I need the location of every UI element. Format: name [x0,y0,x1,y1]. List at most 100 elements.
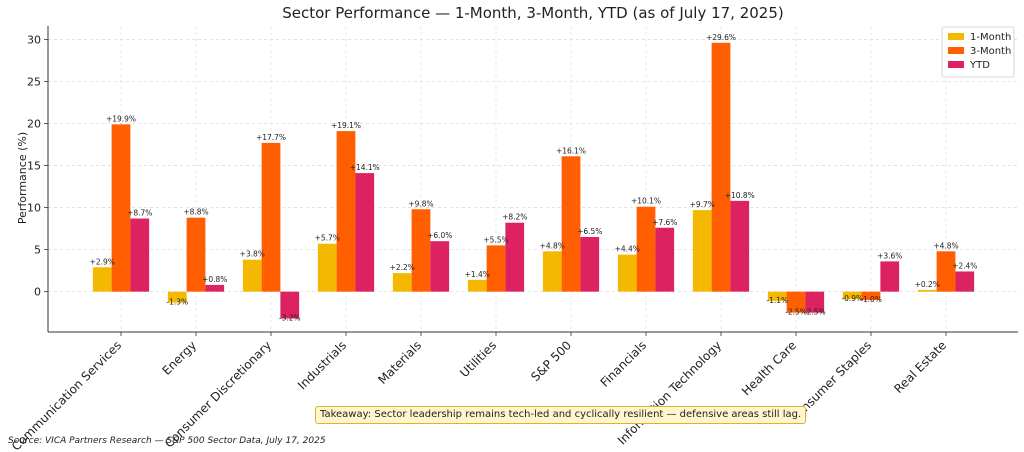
x-tick-label: Industrials [295,338,349,392]
data-label: +0.2% [915,280,940,289]
bar-3-month [411,209,431,292]
data-label: +6.5% [577,227,602,236]
bar-3-month [186,217,206,292]
data-label: +3.8% [240,250,265,259]
bar-1-month [617,254,637,292]
legend: 1-Month 3-Month YTD [941,26,1015,78]
bar-3-month [786,291,806,313]
bar-ytd [355,173,375,292]
data-label: +2.9% [90,257,115,266]
data-label: +6.0% [427,231,452,240]
bar-3-month [936,251,956,292]
x-tick-label: Real Estate [891,338,949,396]
data-label: +14.1% [350,163,380,172]
data-label: +5.7% [315,234,340,243]
bar-1-month [542,251,562,292]
y-tick-label: 15 [27,160,41,173]
data-label: +10.8% [725,191,755,200]
legend-swatch [948,61,964,68]
data-label: -1.3% [166,298,188,307]
y-axis-label: Performance (%) [16,132,29,224]
data-label: -2.5% [804,308,826,317]
bar-ytd [805,291,825,313]
bar-1-month [92,267,112,292]
x-tick-label: Communication Services [9,338,124,452]
data-label: -1.1% [766,296,788,305]
data-label: +7.6% [652,218,677,227]
data-label: -2.5% [785,308,807,317]
x-tick-label: S&P 500 [528,338,574,384]
chart-title: Sector Performance — 1-Month, 3-Month, Y… [282,4,783,22]
bar-1-month [467,279,487,292]
bar-1-month [692,210,712,292]
legend-swatch [948,33,964,40]
bar-3-month [561,156,581,292]
x-tick-label: Health Care [739,338,799,398]
legend-label: 1-Month [970,32,1011,43]
bar-3-month [261,142,281,292]
bar-ytd [955,271,975,292]
y-tick-label: 0 [34,286,41,299]
bar-ytd [580,237,600,292]
data-label: +8.8% [183,208,208,217]
data-label: +17.7% [256,133,286,142]
y-tick-label: 20 [27,118,41,131]
y-tick-label: 30 [27,33,41,46]
data-label: +4.8% [933,241,958,250]
bar-ytd [280,291,300,319]
data-label: +4.8% [540,241,565,250]
y-tick-label: 25 [27,75,41,88]
data-label: +19.9% [106,114,136,123]
data-label: -0.9% [841,294,863,303]
data-label: +8.2% [502,213,527,222]
bar-ytd [730,200,750,292]
data-label: -1.0% [860,295,882,304]
bars [92,42,975,319]
bar-1-month [167,291,187,303]
data-label: -3.2% [279,314,301,323]
legend-label: YTD [969,60,990,71]
takeaway-annotation: Takeaway: Sector leadership remains tech… [315,406,807,424]
bar-1-month [842,291,862,300]
bar-1-month [917,289,937,292]
legend-swatch [948,47,964,54]
data-label: +19.1% [331,121,361,130]
data-label: +9.7% [690,200,715,209]
data-label: +4.4% [615,245,640,254]
data-label: +2.2% [390,263,415,272]
data-label: +3.6% [877,251,902,260]
x-tick-label: Energy [160,338,200,378]
legend-label: 3-Month [970,46,1011,57]
bar-ytd [130,218,150,292]
bar-3-month [486,245,506,292]
bar-3-month [711,42,731,292]
x-tick-label: Utilities [457,338,499,380]
bar-3-month [111,124,131,292]
bar-1-month [242,259,262,292]
bar-1-month [767,291,787,301]
data-label: +5.5% [483,235,508,244]
data-labels: +2.9% -1.3% +3.8% +5.7% +2.2% +1.4% +4.8% +4.4%… [90,33,978,323]
bar-ytd [655,227,675,292]
data-label: +0.8% [202,275,227,284]
data-label: +10.1% [631,197,661,206]
bar-1-month [392,273,412,292]
data-label: +1.4% [465,270,490,279]
bar-3-month [861,291,881,301]
data-label: +2.4% [952,261,977,270]
data-label: +29.6% [706,33,736,42]
data-label: +8.7% [127,209,152,218]
x-tick-label: Materials [375,338,424,387]
bar-ytd [505,222,525,292]
source-note: Source: VICA Partners Research — S&P 500… [8,436,326,446]
bar-ytd [205,284,225,292]
bar-1-month [317,243,337,292]
bar-ytd [880,261,900,292]
data-label: +9.8% [408,199,433,208]
bar-ytd [430,241,450,292]
bar-3-month [636,206,656,292]
y-tick-label: 10 [27,202,41,215]
x-tick-label: Financials [598,338,649,389]
y-tick-label: 5 [34,244,41,257]
